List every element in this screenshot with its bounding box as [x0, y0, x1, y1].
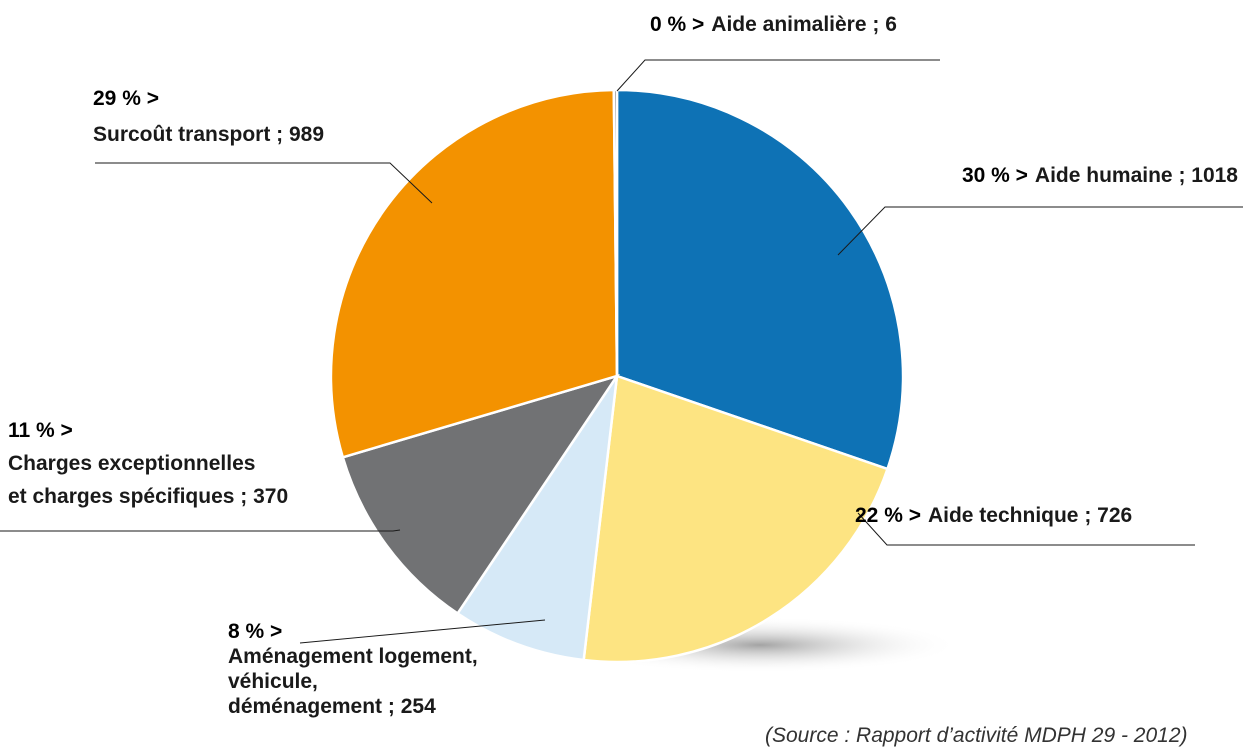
percent-label: 29 % >	[93, 87, 159, 110]
pie-slice	[455, 375, 619, 662]
leader-line	[299, 619, 546, 644]
leader-line	[0, 529, 401, 532]
pie-slice	[612, 88, 619, 377]
leader-line	[857, 512, 1195, 546]
percent-label: 11 % >	[8, 419, 73, 442]
value-label: déménagement ; 254	[228, 695, 436, 718]
value-label: Charges exceptionnelles	[8, 452, 255, 475]
leader-line	[616, 59, 940, 92]
percent-label: 0 % >	[650, 13, 704, 36]
value-label: Aide animalière ; 6	[711, 13, 897, 36]
value-label: véhicule,	[228, 670, 318, 693]
pie-slice	[582, 374, 890, 664]
value-label: et charges spécifiques ; 370	[8, 485, 288, 508]
percent-label: 22 % >	[855, 504, 921, 527]
pie-slice	[329, 88, 619, 459]
pie	[329, 88, 905, 664]
percent-label: 30 % >	[962, 164, 1028, 187]
value-label: Aménagement logement,	[228, 645, 478, 668]
slice-label: 22 % > Aide technique ; 726	[855, 504, 1132, 527]
leader-line	[837, 206, 1243, 256]
percent-label: 8 % >	[228, 620, 282, 643]
value-label: Aide humaine ; 1018	[1035, 164, 1238, 187]
pie-slice	[615, 88, 905, 471]
pie-slice	[341, 373, 620, 616]
source: (Source : Rapport d’activité MDPH 29 - 2…	[765, 724, 1188, 747]
slice-label: 0 % > Aide animalière ; 6	[650, 13, 897, 36]
slice-label: 30 % > Aide humaine ; 1018	[962, 164, 1238, 187]
leader-line	[95, 162, 433, 204]
value-label: Aide technique ; 726	[928, 504, 1132, 527]
labels: 30 % > Aide humaine ; 1018 22 % > Aide tech…	[0, 13, 1243, 718]
value-label: Surcoût transport ; 989	[93, 123, 324, 146]
